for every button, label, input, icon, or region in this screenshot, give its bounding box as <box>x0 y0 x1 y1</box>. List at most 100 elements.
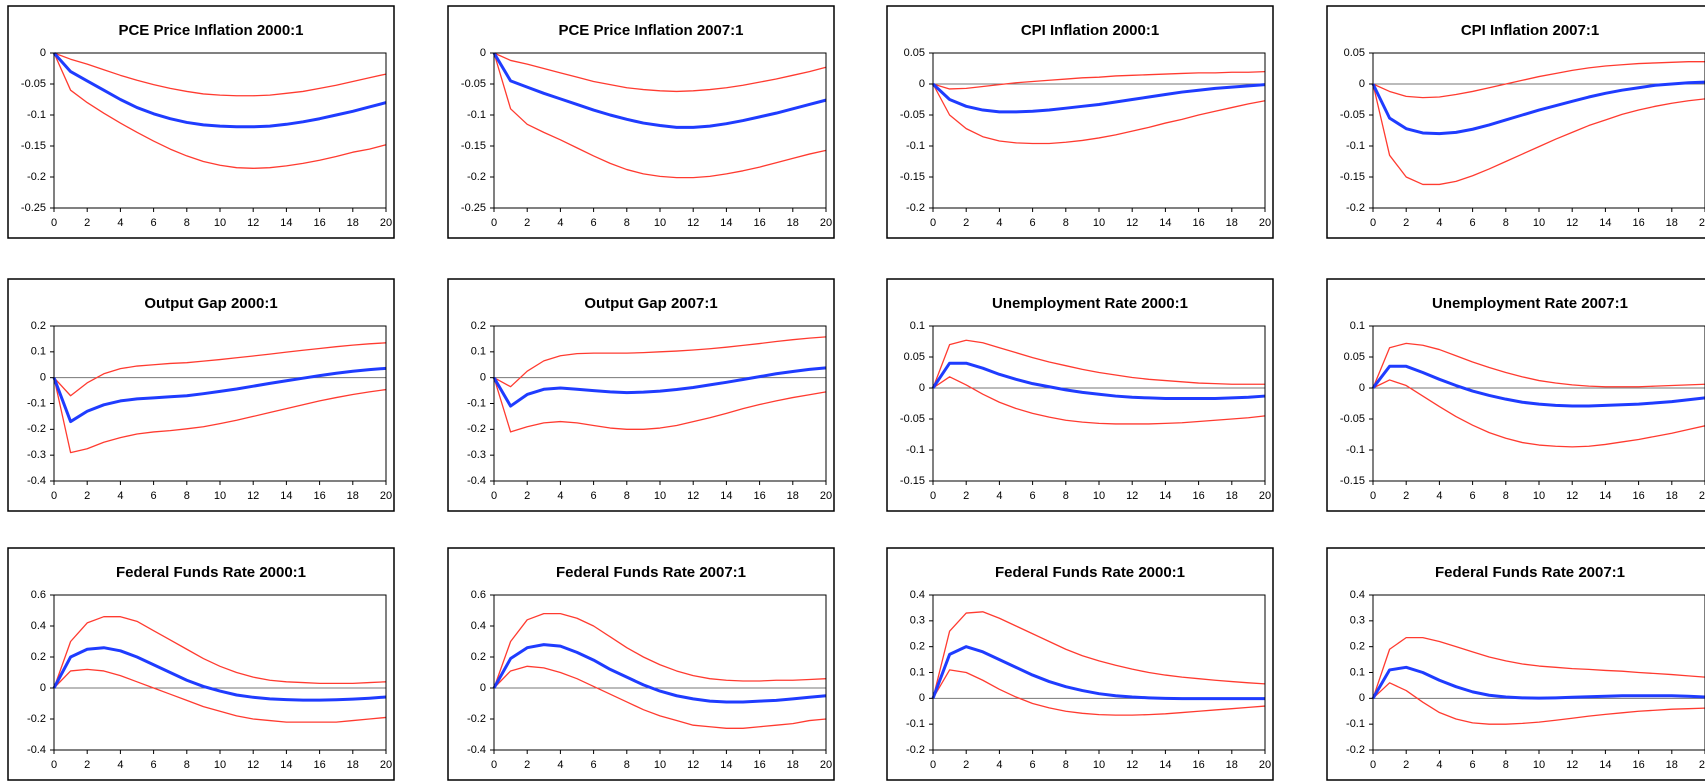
band-line <box>1372 83 1705 186</box>
y-tick-label: -0.1 <box>27 109 46 121</box>
band-line <box>493 612 827 689</box>
y-tick-label: -0.05 <box>900 109 925 121</box>
band-line <box>1372 342 1705 389</box>
x-tick-label: 14 <box>720 759 732 771</box>
panel: Unemployment Rate 2000:1 0.1 0.05 0 -0.05 -0.… <box>886 278 1274 512</box>
y-tick-label: -0.2 <box>27 171 46 183</box>
x-tick-label: 10 <box>1093 759 1105 771</box>
x-tick-label: 4 <box>117 759 123 771</box>
center-line <box>931 645 1265 701</box>
y-tick-label: 0.3 <box>1350 615 1365 627</box>
x-tick-label: 14 <box>1599 759 1611 771</box>
x-tick-label: 2 <box>1403 490 1409 502</box>
y-tick-label: -0.1 <box>467 397 486 409</box>
band-line <box>932 669 1266 716</box>
y-tick-label: -0.2 <box>467 423 486 435</box>
x-tick-label: 10 <box>1533 490 1545 502</box>
y-tick-label: 0 <box>1359 692 1365 704</box>
panel-title: Unemployment Rate 2007:1 <box>1432 295 1628 312</box>
x-tick-label: 0 <box>930 759 936 771</box>
x-tick-label: 20 <box>1259 759 1271 771</box>
x-tick-label: 20 <box>1699 490 1705 502</box>
x-tick-label: 12 <box>1566 217 1578 229</box>
x-tick-label: 16 <box>1192 217 1204 229</box>
x-tick-label: 8 <box>184 759 190 771</box>
y-tick-label: 0.2 <box>471 320 486 332</box>
y-tick-label: 0.2 <box>1350 641 1365 653</box>
y-tick-label: 0.6 <box>471 589 486 601</box>
y-tick-label: 0.2 <box>31 320 46 332</box>
y-tick-label: -0.2 <box>467 713 486 725</box>
y-tick-label: -0.2 <box>906 744 925 756</box>
x-tick-label: 0 <box>491 759 497 771</box>
band-line <box>493 665 827 729</box>
y-tick-label: 0 <box>919 382 925 394</box>
y-tick-label: -0.1 <box>1346 718 1365 730</box>
x-tick-label: 16 <box>753 759 765 771</box>
x-tick-label: 20 <box>380 217 392 229</box>
center-line <box>52 52 387 129</box>
y-tick-label: -0.25 <box>21 202 46 214</box>
y-tick-label: 0.2 <box>910 641 925 653</box>
x-tick-label: 0 <box>1370 759 1376 771</box>
x-tick-label: 2 <box>963 490 969 502</box>
x-tick-label: 0 <box>51 490 57 502</box>
x-tick-label: 12 <box>687 490 699 502</box>
x-tick-label: 12 <box>1126 217 1138 229</box>
x-tick-label: 0 <box>930 490 936 502</box>
x-tick-label: 20 <box>380 759 392 771</box>
y-tick-label: -0.1 <box>906 140 925 152</box>
x-tick-label: 14 <box>720 217 732 229</box>
x-tick-label: 18 <box>787 759 799 771</box>
x-tick-label: 18 <box>1226 217 1238 229</box>
x-tick-label: 0 <box>491 490 497 502</box>
x-tick-label: 16 <box>1192 490 1204 502</box>
x-tick-label: 0 <box>491 217 497 229</box>
x-tick-label: 2 <box>84 759 90 771</box>
x-tick-label: 8 <box>1503 490 1509 502</box>
y-tick-label: -0.1 <box>1346 444 1365 456</box>
x-tick-label: 8 <box>1063 217 1069 229</box>
x-tick-label: 18 <box>1226 490 1238 502</box>
band-line <box>1372 636 1705 699</box>
x-tick-label: 6 <box>151 217 157 229</box>
x-tick-label: 16 <box>753 217 765 229</box>
x-tick-label: 14 <box>1159 217 1171 229</box>
x-tick-label: 6 <box>591 217 597 229</box>
x-tick-label: 4 <box>1436 759 1442 771</box>
x-tick-label: 10 <box>654 490 666 502</box>
x-tick-label: 14 <box>280 217 292 229</box>
x-tick-label: 6 <box>1030 490 1036 502</box>
x-tick-label: 14 <box>1159 759 1171 771</box>
x-tick-label: 20 <box>1259 217 1271 229</box>
x-tick-label: 12 <box>1126 759 1138 771</box>
x-tick-label: 6 <box>591 759 597 771</box>
y-tick-label: -0.2 <box>906 202 925 214</box>
center-line <box>492 52 827 129</box>
x-tick-label: 20 <box>1259 490 1271 502</box>
x-tick-label: 2 <box>524 759 530 771</box>
center-line <box>1371 364 1705 408</box>
y-tick-label: -0.2 <box>27 423 46 435</box>
band-line <box>493 52 827 179</box>
y-tick-label: -0.05 <box>900 413 925 425</box>
panel-frame <box>1326 5 1705 239</box>
x-tick-label: 0 <box>1370 490 1376 502</box>
x-tick-label: 20 <box>1699 217 1705 229</box>
x-tick-label: 20 <box>380 490 392 502</box>
band-line <box>53 616 387 689</box>
panel-frame <box>1326 278 1705 512</box>
y-tick-label: 0.1 <box>910 320 925 332</box>
center-line <box>931 82 1266 114</box>
y-tick-label: -0.15 <box>900 475 925 487</box>
y-tick-label: -0.1 <box>1346 140 1365 152</box>
x-tick-label: 0 <box>51 759 57 771</box>
panel: CPI Inflation 2000:1 0.05 0 -0.05 -0.1 -0.15 -… <box>886 5 1274 239</box>
x-tick-label: 4 <box>996 217 1002 229</box>
x-tick-label: 14 <box>720 490 732 502</box>
x-tick-label: 2 <box>524 490 530 502</box>
band-line <box>493 52 827 93</box>
y-tick-label: -0.15 <box>21 140 46 152</box>
x-tick-label: 4 <box>117 490 123 502</box>
y-tick-label: 0.1 <box>1350 666 1365 678</box>
